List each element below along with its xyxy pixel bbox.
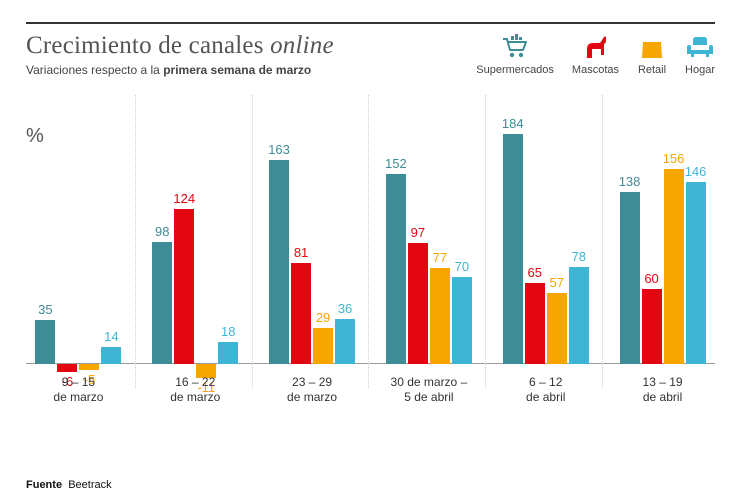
bar-value: 98: [147, 224, 177, 242]
x-label: 30 de marzo –5 de abril: [376, 375, 481, 406]
bar-value: 36: [330, 301, 360, 319]
group-3: 15297777030 de marzo –5 de abril: [376, 95, 481, 430]
source-label: Fuente: [26, 479, 62, 491]
bar-value: 35: [30, 302, 60, 320]
chart-title: Crecimiento de canales online: [26, 32, 476, 60]
legend-item-hogar: Hogar: [685, 32, 715, 76]
bar-rect: 35: [35, 320, 55, 364]
legend-item-supermercados: Supermercados: [476, 32, 554, 76]
group-5: 138 60156146 13 – 19de abril: [610, 95, 715, 430]
x-label: 9 – 15de marzo: [26, 375, 131, 406]
bar-value: 81: [286, 245, 316, 263]
chart-area: 35-6-5149 – 15de marzo98124-111816 – 22d…: [26, 95, 715, 430]
supermercados-icon: [500, 32, 530, 60]
bar-rect: 70: [452, 277, 472, 365]
bar-rect: -5: [79, 364, 99, 370]
legend-item-mascotas: Mascotas: [572, 32, 619, 76]
bar-rect: 77: [430, 268, 450, 364]
bar-rect: 65: [525, 283, 545, 364]
bar-rect: 14: [101, 347, 121, 365]
retail-icon: [637, 32, 667, 60]
x-label: 13 – 19de abril: [610, 375, 715, 406]
legend-label: Retail: [638, 64, 666, 76]
bar-rect: 60: [642, 289, 662, 364]
title-text: Crecimiento de canales: [26, 32, 270, 59]
bar-value: 78: [564, 249, 594, 267]
legend-label: Hogar: [685, 64, 715, 76]
subtitle-text: Variaciones respecto a la: [26, 63, 163, 77]
group-1: 98124-111816 – 22de marzo: [143, 95, 248, 430]
bar-value: 184: [498, 116, 528, 134]
x-label: 23 – 29de marzo: [260, 375, 365, 406]
bar-value: 138: [615, 174, 645, 192]
header: Crecimiento de canales online Variacione…: [26, 22, 715, 77]
bar-value: 60: [637, 271, 667, 289]
chart-subtitle: Variaciones respecto a la primera semana…: [26, 63, 476, 77]
bar-value: 97: [403, 225, 433, 243]
bar-value: 124: [169, 191, 199, 209]
bar-rect: 124: [174, 209, 194, 364]
group-4: 1846557786 – 12de abril: [493, 95, 598, 430]
bar-value: 18: [213, 324, 243, 342]
mascotas-icon: [580, 32, 610, 60]
bar-groups: 35-6-5149 – 15de marzo98124-111816 – 22d…: [26, 95, 715, 430]
legend-label: Supermercados: [476, 64, 554, 76]
x-label: 6 – 12de abril: [493, 375, 598, 406]
bar-rect: 156: [664, 169, 684, 364]
title-block: Crecimiento de canales online Variacione…: [26, 32, 476, 77]
source: Fuente Beetrack: [26, 479, 112, 491]
bar-rect: 184: [503, 134, 523, 364]
bar-value: 57: [542, 275, 572, 293]
legend: Supermercados Mascotas Retail Hogar: [476, 32, 715, 76]
bar-value: 163: [264, 142, 294, 160]
bar-rect: 98: [152, 242, 172, 365]
hogar-icon: [685, 32, 715, 60]
bar-rect: 29: [313, 328, 333, 364]
legend-item-retail: Retail: [637, 32, 667, 76]
source-value: Beetrack: [68, 479, 111, 491]
bar-value: 70: [447, 259, 477, 277]
bar-rect: 152: [386, 174, 406, 364]
bar-value: 146: [681, 164, 711, 182]
bar-value: 14: [96, 329, 126, 347]
subtitle-bold: primera semana de marzo: [163, 63, 311, 77]
legend-label: Mascotas: [572, 64, 619, 76]
bar-rect: 57: [547, 293, 567, 364]
bar-value: 152: [381, 156, 411, 174]
title-italic: online: [270, 32, 334, 59]
bar-rect: 18: [218, 342, 238, 365]
bar-rect: 146: [686, 182, 706, 365]
group-2: 16381293623 – 29de marzo: [260, 95, 365, 430]
x-label: 16 – 22de marzo: [143, 375, 248, 406]
bar-rect: 78: [569, 267, 589, 365]
group-0: 35-6-5149 – 15de marzo: [26, 95, 131, 430]
bar-rect: 36: [335, 319, 355, 364]
